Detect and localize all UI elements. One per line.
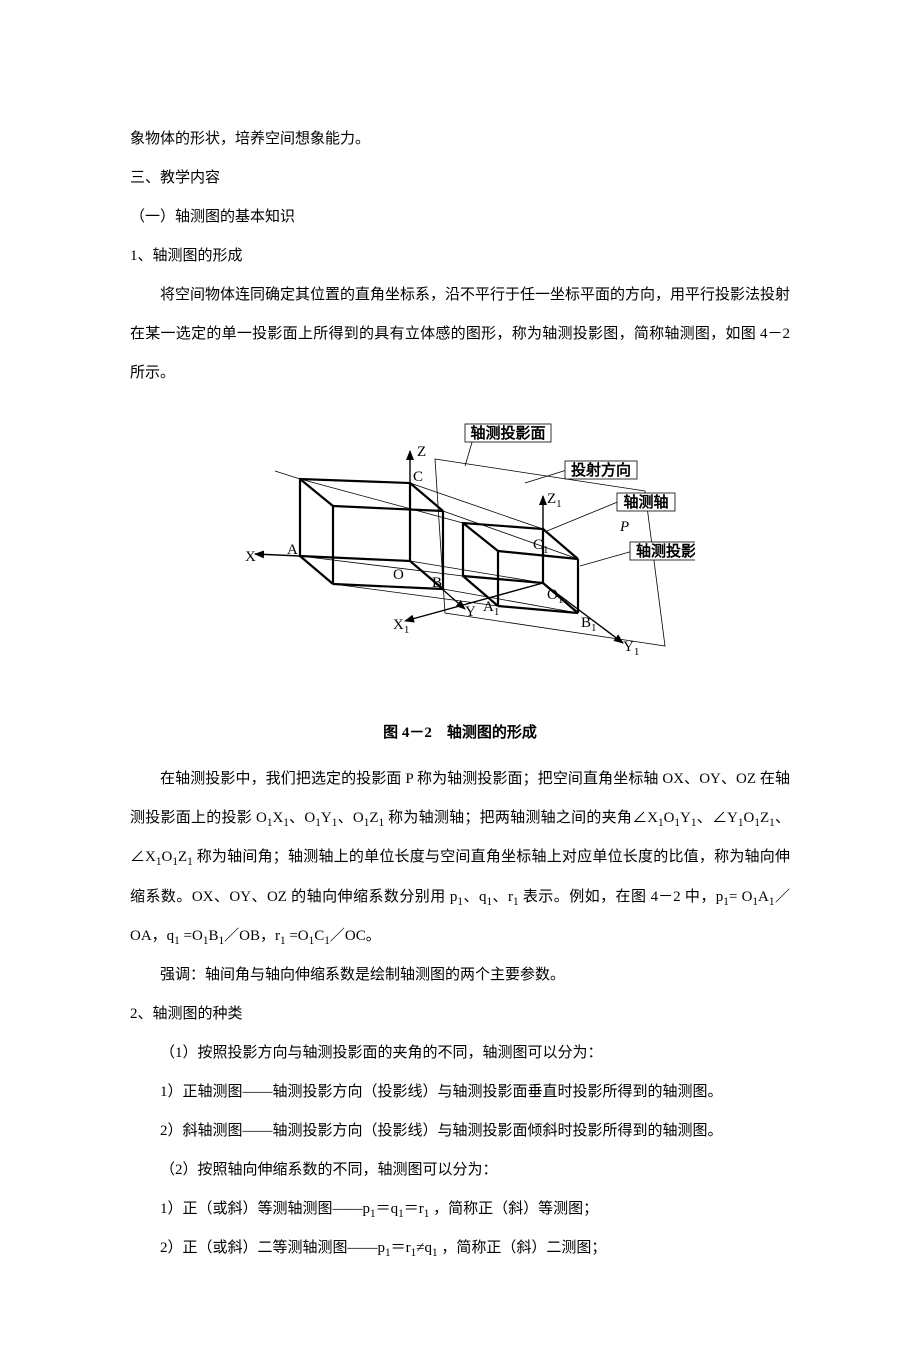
svg-text:B1: B1 [581, 615, 597, 634]
svg-text:C1: C1 [533, 537, 549, 556]
label-Y: Y [465, 604, 476, 620]
figure-svg: 轴测投影面 投射方向 轴测轴 轴测投影 X Y Z O A B C P X1 Y… [225, 411, 695, 691]
figure-4-2: 轴测投影面 投射方向 轴测轴 轴测投影 X Y Z O A B C P X1 Y… [130, 411, 790, 691]
item-2: 2、轴测图的种类 [130, 995, 790, 1034]
list-2-2-1: 1）正（或斜）等测轴测图——p1＝q1＝r1 ，简称正（斜）等测图； [130, 1190, 790, 1229]
para-emphasis: 强调：轴间角与轴向伸缩系数是绘制轴测图的两个主要参数。 [130, 956, 790, 995]
list-2-1-1: 1）正轴测图——轴测投影方向（投影线）与轴测投影面垂直时投影所得到的轴测图。 [130, 1073, 790, 1112]
label-O: O [393, 567, 404, 583]
subheading-1: （一）轴测图的基本知识 [130, 198, 790, 237]
item-1: 1、轴测图的形成 [130, 237, 790, 276]
label-axon-proj: 轴测投影 [636, 542, 695, 560]
list-2-2-2: 2）正（或斜）二等测轴测图——p1＝r1≠q1 ，简称正（斜）二测图； [130, 1229, 790, 1268]
figure-caption: 图 4－2 轴测图的形成 [130, 721, 790, 742]
label-P: P [619, 519, 629, 535]
para-def: 将空间物体连同确定其位置的直角坐标系，沿不平行于任一坐标平面的方向，用平行投影法… [130, 276, 790, 393]
label-proj-dir: 投射方向 [571, 461, 631, 479]
label-Z: Z [417, 444, 426, 460]
svg-text:O1: O1 [547, 587, 563, 606]
svg-text:A1: A1 [483, 599, 499, 618]
label-axon-axis: 轴测轴 [623, 493, 668, 511]
label-proj-plane: 轴测投影面 [470, 424, 545, 442]
para-intro: 象物体的形状，培养空间想象能力。 [130, 120, 790, 159]
subitem-2-1: （1）按照投影方向与轴测投影面的夹角的不同，轴测图可以分为： [130, 1034, 790, 1073]
label-A: A [287, 542, 298, 558]
label-X: X [245, 549, 256, 565]
list-2-1-2: 2）斜轴测图——轴测投影方向（投影线）与轴测投影面倾斜时投影所得到的轴测图。 [130, 1112, 790, 1151]
para-explain: 在轴测投影中，我们把选定的投影面 P 称为轴测投影面；把空间直角坐标轴 OX、O… [130, 760, 790, 956]
subitem-2-2: （2）按照轴向伸缩系数的不同，轴测图可以分为： [130, 1151, 790, 1190]
svg-text:Z1: Z1 [547, 491, 562, 510]
label-B: B [432, 575, 442, 591]
heading-3: 三、教学内容 [130, 159, 790, 198]
label-C: C [413, 469, 423, 485]
